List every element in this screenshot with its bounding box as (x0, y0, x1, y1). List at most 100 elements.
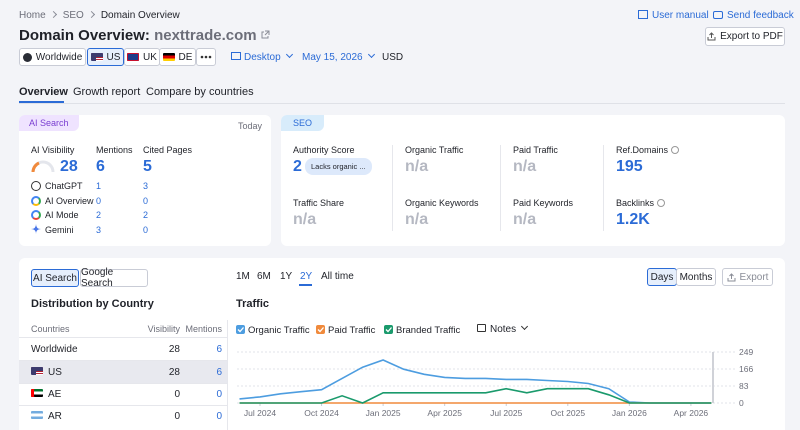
y-tick-label: 166 (739, 364, 753, 374)
mentions[interactable]: 6 (216, 344, 222, 355)
more-button[interactable] (196, 48, 216, 66)
database-button[interactable]: DE (159, 48, 196, 66)
authority-note[interactable]: Lacks organic ... (305, 158, 372, 175)
page-title: Domain Overview: nexttrade.com (19, 27, 270, 44)
metric-label-text: Ref.Domains (616, 145, 669, 155)
visibility: 0 (174, 411, 180, 422)
row-separator (19, 383, 227, 384)
row-separator (19, 360, 227, 361)
notes-button[interactable]: Notes (477, 322, 529, 335)
metric-label: AI Visibility (31, 145, 75, 155)
range-button[interactable]: 1M (236, 271, 250, 282)
breadcrumb: Home SEO Domain Overview (19, 10, 180, 21)
chatgpt-icon (31, 181, 41, 191)
legend-check (385, 327, 392, 333)
badge: SEO (281, 115, 325, 131)
send-feedback[interactable]: Send feedback (713, 10, 794, 21)
divider (392, 145, 393, 231)
device-text: Desktop (244, 52, 281, 63)
export-button[interactable]: Export (722, 268, 773, 286)
metric-value: n/a (513, 158, 537, 175)
mentions[interactable]: 3 (96, 225, 102, 235)
metric-label: Backlinks (616, 198, 666, 208)
tab-underline (19, 101, 64, 103)
country-text: AE (48, 389, 62, 400)
database-label: US (106, 51, 121, 63)
export-text: Export (739, 271, 769, 283)
metric-value[interactable]: 1.2K (616, 211, 650, 228)
range-button[interactable]: All time (321, 271, 354, 282)
column-divider (227, 320, 228, 430)
legend-checkbox[interactable] (236, 325, 245, 334)
country[interactable]: AE (31, 389, 61, 400)
cited-pages[interactable]: 2 (143, 210, 149, 220)
visibility: 0 (174, 389, 180, 400)
export-icon (707, 32, 716, 41)
tab[interactable]: Growth report (73, 86, 141, 98)
metric-label: Paid Traffic (513, 145, 558, 155)
device-select[interactable]: Desktop (231, 50, 293, 63)
legend-checkbox[interactable] (316, 325, 325, 334)
mentions[interactable]: 0 (216, 389, 222, 400)
x-tick-label: Jan 2026 (612, 408, 647, 418)
metric-label: Ref.Domains (616, 145, 680, 155)
database-button[interactable]: US (87, 48, 124, 66)
seo-card: SEO Authority Score 2 Lacks organic ... … (281, 115, 785, 246)
cited-pages[interactable]: 0 (143, 225, 149, 235)
x-tick-label: Oct 2024 (304, 408, 339, 418)
range-button[interactable]: 6M (257, 271, 271, 282)
date-select[interactable]: May 15, 2026 (302, 50, 375, 63)
date-label: Today (238, 121, 263, 131)
metric-label: Authority Score (293, 145, 355, 155)
mentions[interactable]: 1 (96, 181, 102, 191)
google-icon (31, 210, 41, 220)
metric-value: 6 (96, 158, 105, 175)
database-button[interactable]: Worldwide (19, 48, 86, 66)
gemini-icon (31, 224, 41, 234)
mentions[interactable]: 2 (96, 210, 102, 220)
title-text: Domain Overview: (19, 27, 150, 44)
country[interactable]: US (31, 367, 62, 378)
external-link-icon[interactable] (260, 30, 270, 40)
mentions[interactable]: 6 (216, 367, 222, 378)
engine-name: AI Overview (45, 196, 94, 206)
range-button[interactable]: 2Y (300, 271, 313, 282)
crumb[interactable]: SEO (62, 10, 84, 21)
export-pdf-text: Export to PDF (720, 31, 783, 42)
ai-search-card: AI Search Today AI Visibility Mentions C… (19, 115, 271, 246)
x-tick-label: Jan 2025 (366, 408, 401, 418)
export-pdf-button[interactable]: Export to PDF (705, 27, 785, 46)
legend-checkbox[interactable] (384, 325, 393, 334)
database-label: UK (143, 51, 157, 63)
source-toggle[interactable]: AI Search (31, 269, 79, 287)
legend-label: Organic Traffic (248, 325, 310, 336)
y-tick-label: 83 (739, 381, 749, 391)
cited-pages[interactable]: 0 (143, 196, 149, 206)
tab[interactable]: Compare by countries (146, 86, 254, 98)
tab[interactable]: Overview (19, 86, 68, 98)
selected-row (19, 361, 227, 383)
country[interactable]: AR (31, 411, 62, 422)
mentions[interactable]: 0 (96, 196, 102, 206)
visibility: 28 (168, 344, 180, 355)
metric-value: 28 (60, 158, 78, 175)
divider (603, 145, 604, 231)
country[interactable]: Worldwide (31, 344, 78, 355)
source-toggle[interactable]: Google Search (80, 267, 148, 289)
distribution-title: Distribution by Country (31, 298, 154, 310)
metric-value[interactable]: 195 (616, 158, 643, 175)
view-button[interactable]: Months (676, 268, 716, 286)
cited-pages[interactable]: 3 (143, 181, 149, 191)
crumb[interactable]: Home (19, 10, 46, 21)
metric-label-text: Backlinks (616, 198, 655, 208)
currency: USD (382, 52, 404, 63)
column-header: Visibility (147, 324, 180, 334)
engine-name: AI Mode (45, 210, 79, 220)
user-manual[interactable]: User manual (638, 10, 709, 21)
series-line (239, 359, 712, 404)
range-button[interactable]: 1Y (280, 271, 293, 282)
mentions[interactable]: 0 (216, 411, 222, 422)
metric-value: n/a (405, 211, 429, 228)
range-underline (299, 284, 312, 286)
